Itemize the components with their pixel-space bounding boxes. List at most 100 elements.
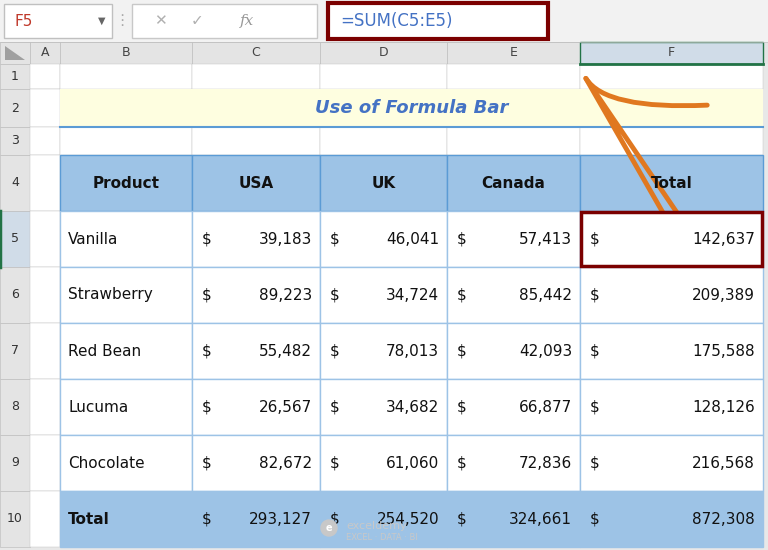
FancyBboxPatch shape: [30, 435, 60, 491]
Text: $: $: [330, 399, 339, 415]
Text: $: $: [457, 232, 467, 246]
Text: 6: 6: [11, 289, 19, 301]
FancyBboxPatch shape: [60, 64, 192, 89]
Circle shape: [321, 520, 337, 536]
Text: $: $: [202, 288, 212, 303]
Text: ▼: ▼: [98, 16, 106, 26]
Text: $: $: [457, 288, 467, 303]
FancyBboxPatch shape: [30, 89, 60, 127]
FancyBboxPatch shape: [0, 491, 30, 547]
FancyBboxPatch shape: [4, 4, 112, 38]
Text: Chocolate: Chocolate: [68, 455, 144, 470]
FancyBboxPatch shape: [192, 211, 320, 267]
FancyBboxPatch shape: [580, 42, 763, 64]
Text: 46,041: 46,041: [386, 232, 439, 246]
FancyBboxPatch shape: [580, 127, 763, 155]
FancyBboxPatch shape: [30, 155, 60, 211]
Text: ⋮: ⋮: [114, 14, 130, 29]
FancyBboxPatch shape: [580, 211, 763, 267]
FancyBboxPatch shape: [320, 64, 447, 89]
Polygon shape: [5, 46, 25, 60]
Text: 34,724: 34,724: [386, 288, 439, 303]
Text: 66,877: 66,877: [518, 399, 572, 415]
Text: 42,093: 42,093: [518, 344, 572, 359]
Text: fx: fx: [240, 14, 254, 28]
Text: 10: 10: [7, 513, 23, 525]
FancyBboxPatch shape: [192, 127, 320, 155]
Text: $: $: [202, 455, 212, 470]
FancyBboxPatch shape: [0, 42, 768, 64]
Text: 7: 7: [11, 344, 19, 358]
Text: Strawberry: Strawberry: [68, 288, 153, 303]
FancyBboxPatch shape: [0, 127, 30, 155]
FancyBboxPatch shape: [0, 0, 768, 42]
Text: $: $: [590, 344, 600, 359]
Text: F: F: [668, 47, 675, 59]
Text: 3: 3: [11, 135, 19, 147]
FancyBboxPatch shape: [0, 323, 30, 379]
FancyBboxPatch shape: [580, 64, 763, 89]
FancyBboxPatch shape: [320, 127, 447, 155]
Text: E: E: [509, 47, 518, 59]
Text: $: $: [330, 344, 339, 359]
Text: 216,568: 216,568: [692, 455, 755, 470]
Text: 8: 8: [11, 400, 19, 414]
FancyBboxPatch shape: [30, 323, 60, 379]
Text: F5: F5: [14, 14, 32, 29]
Text: 78,013: 78,013: [386, 344, 439, 359]
Text: $: $: [202, 399, 212, 415]
FancyBboxPatch shape: [192, 155, 320, 211]
FancyBboxPatch shape: [581, 212, 762, 266]
FancyBboxPatch shape: [447, 267, 580, 323]
FancyBboxPatch shape: [192, 435, 320, 491]
Text: Canada: Canada: [482, 175, 545, 190]
Text: Product: Product: [92, 175, 160, 190]
FancyBboxPatch shape: [60, 435, 192, 491]
FancyBboxPatch shape: [320, 491, 447, 547]
Text: $: $: [590, 399, 600, 415]
FancyBboxPatch shape: [320, 211, 447, 267]
Text: $: $: [202, 512, 212, 526]
Text: C: C: [252, 47, 260, 59]
FancyBboxPatch shape: [580, 323, 763, 379]
FancyBboxPatch shape: [447, 64, 580, 89]
FancyBboxPatch shape: [447, 491, 580, 547]
Text: $: $: [330, 288, 339, 303]
Text: $: $: [590, 232, 600, 246]
FancyBboxPatch shape: [447, 323, 580, 379]
Text: 39,183: 39,183: [259, 232, 312, 246]
FancyBboxPatch shape: [192, 267, 320, 323]
FancyBboxPatch shape: [447, 211, 580, 267]
Text: Total: Total: [650, 175, 693, 190]
FancyBboxPatch shape: [447, 379, 580, 435]
Text: $: $: [457, 455, 467, 470]
Text: exceldemy: exceldemy: [346, 521, 406, 531]
Text: Vanilla: Vanilla: [68, 232, 118, 246]
Text: 142,637: 142,637: [692, 232, 755, 246]
Text: ✓: ✓: [190, 14, 204, 29]
FancyBboxPatch shape: [0, 435, 30, 491]
Text: 872,308: 872,308: [692, 512, 755, 526]
Text: $: $: [330, 455, 339, 470]
Text: $: $: [330, 232, 339, 246]
FancyBboxPatch shape: [320, 435, 447, 491]
Text: UK: UK: [372, 175, 396, 190]
Text: e: e: [326, 523, 333, 533]
FancyBboxPatch shape: [192, 42, 320, 64]
FancyBboxPatch shape: [192, 323, 320, 379]
FancyBboxPatch shape: [0, 211, 30, 267]
Text: 26,567: 26,567: [259, 399, 312, 415]
FancyBboxPatch shape: [30, 211, 60, 267]
FancyBboxPatch shape: [320, 155, 447, 211]
Text: A: A: [41, 47, 49, 59]
Text: $: $: [457, 399, 467, 415]
FancyBboxPatch shape: [60, 89, 763, 127]
FancyBboxPatch shape: [60, 42, 192, 64]
Text: 55,482: 55,482: [259, 344, 312, 359]
Text: $: $: [202, 344, 212, 359]
FancyBboxPatch shape: [328, 3, 548, 39]
Text: 175,588: 175,588: [693, 344, 755, 359]
Text: 34,682: 34,682: [386, 399, 439, 415]
FancyBboxPatch shape: [580, 435, 763, 491]
FancyBboxPatch shape: [30, 491, 60, 547]
